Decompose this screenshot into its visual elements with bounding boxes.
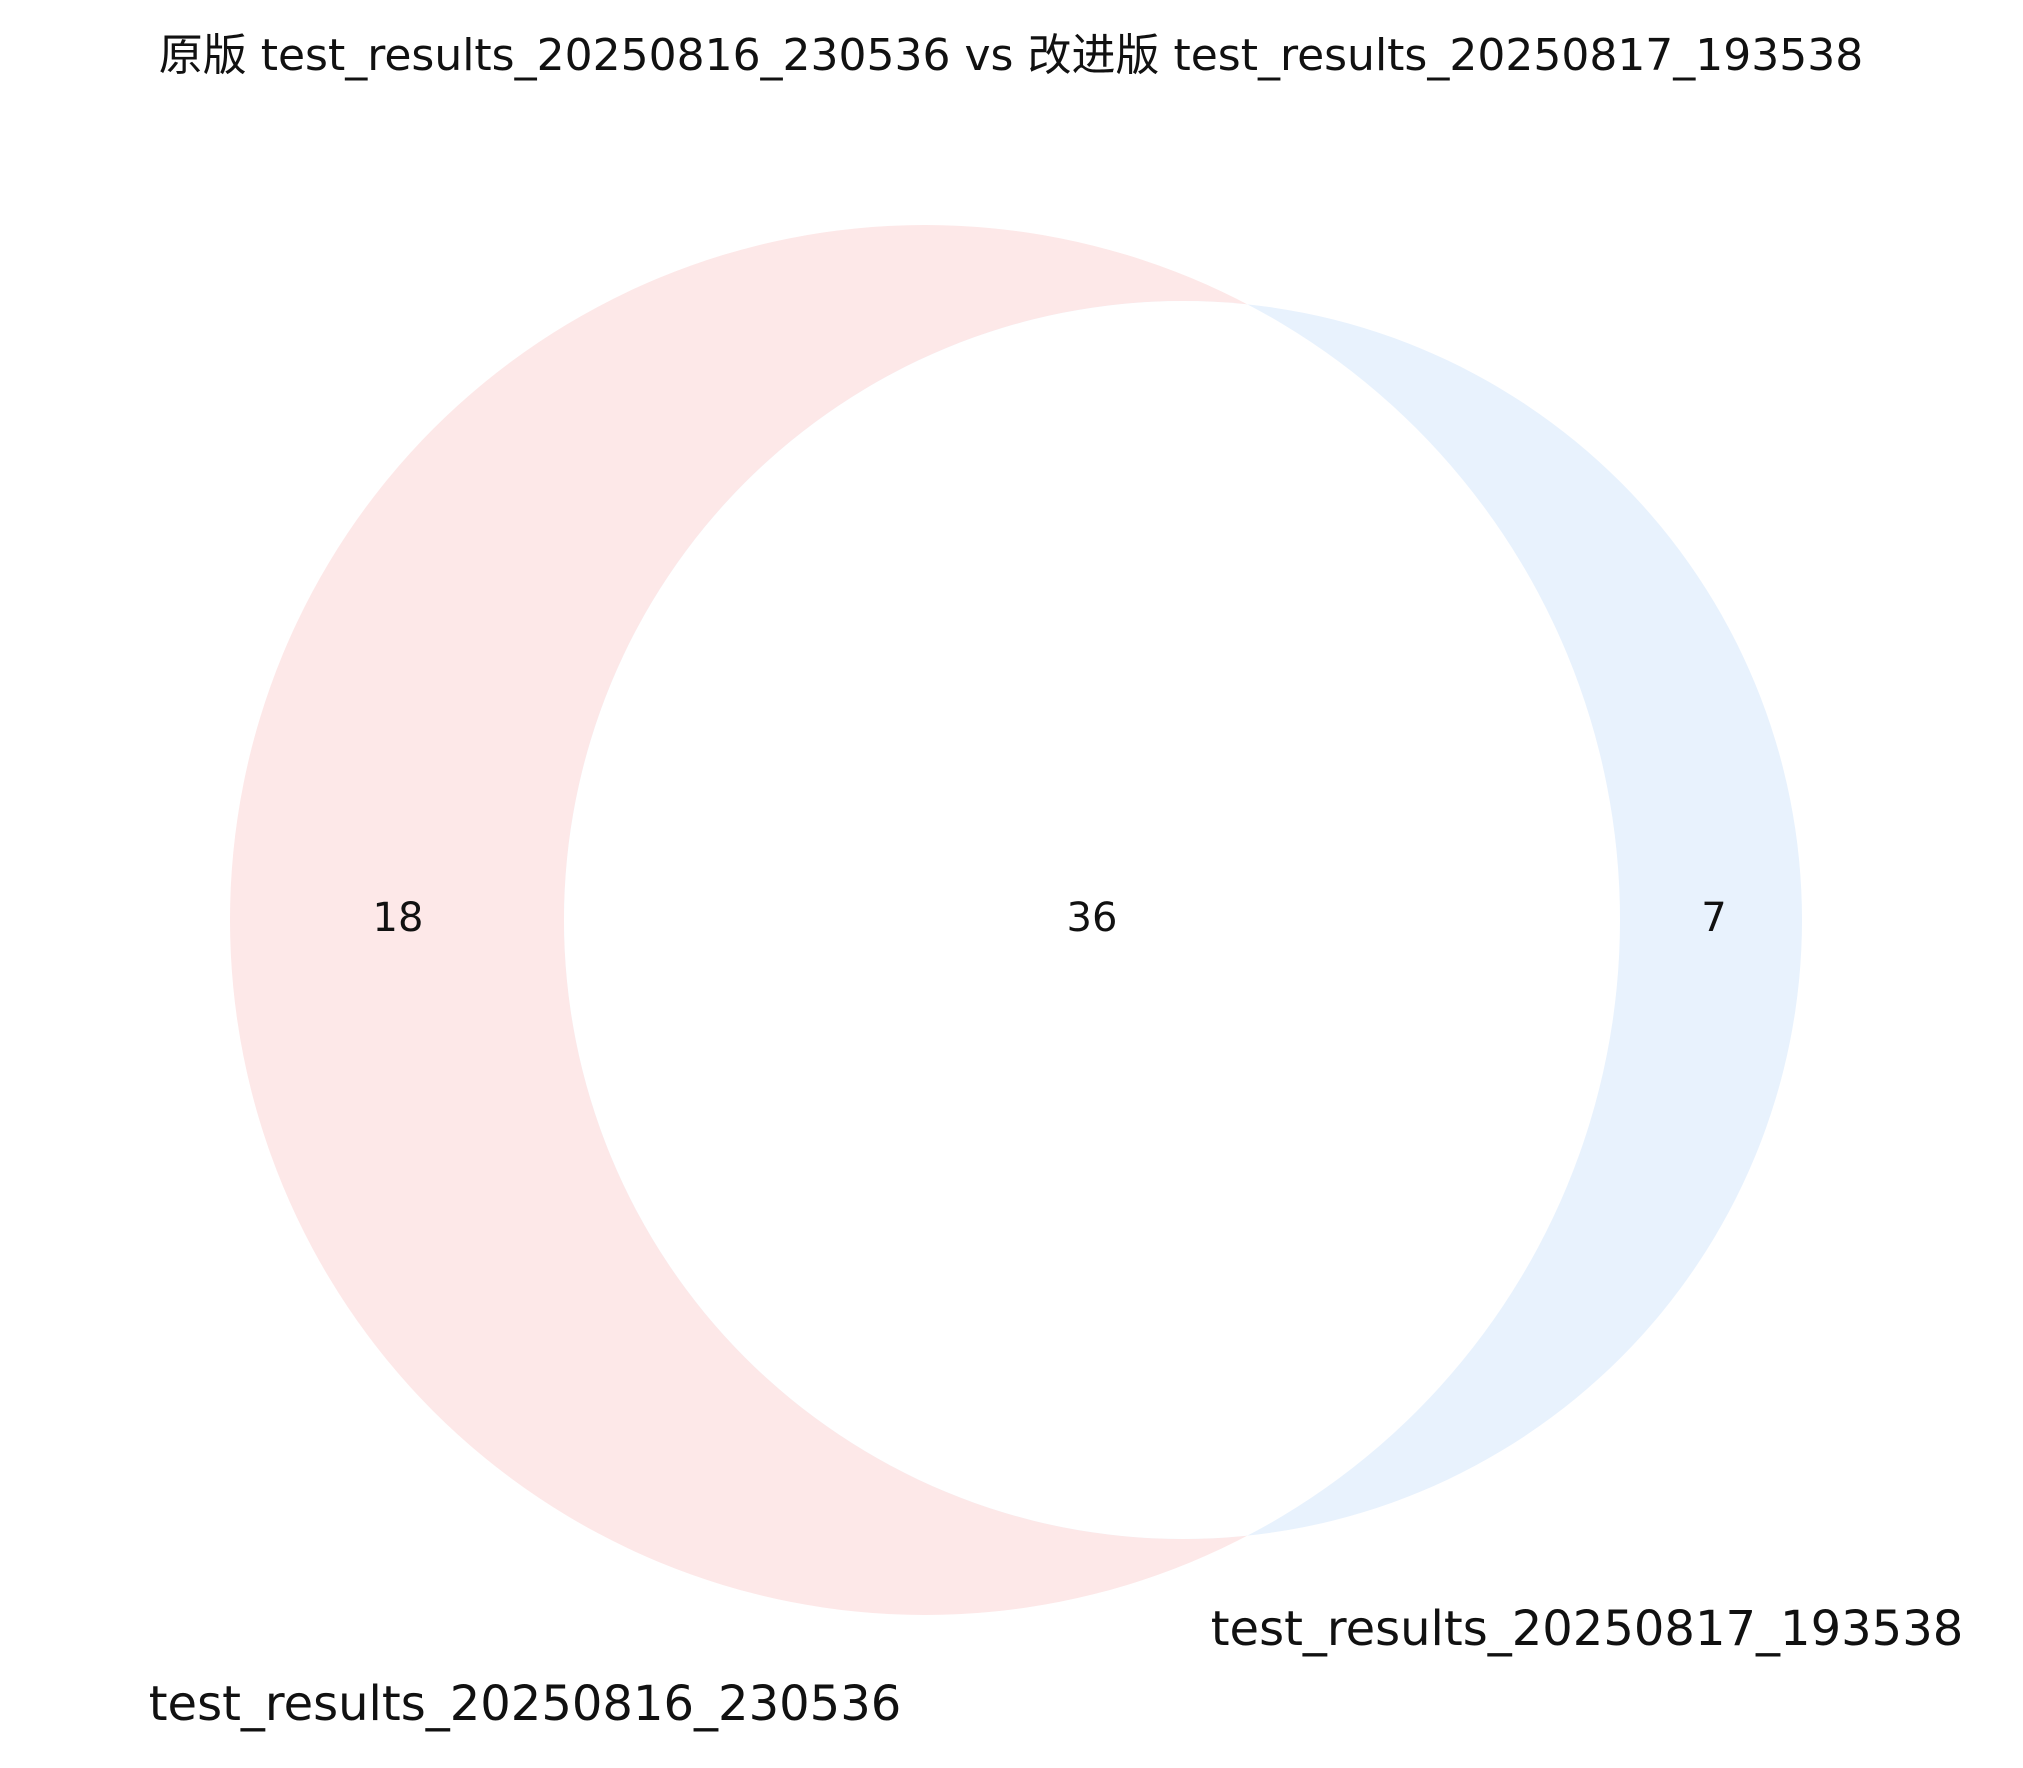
intersection-count: 36 [1067, 895, 1118, 941]
diagram-title: 原版 test_results_20250816_230536 vs 改进版 t… [159, 30, 1864, 81]
set-b-only-count: 7 [1701, 895, 1726, 941]
set-a-only-count: 18 [373, 895, 424, 941]
set-a-label: test_results_20250816_230536 [149, 1676, 902, 1732]
set-b-label: test_results_20250817_193538 [1211, 1601, 1964, 1657]
intersection-region [564, 301, 1620, 1539]
